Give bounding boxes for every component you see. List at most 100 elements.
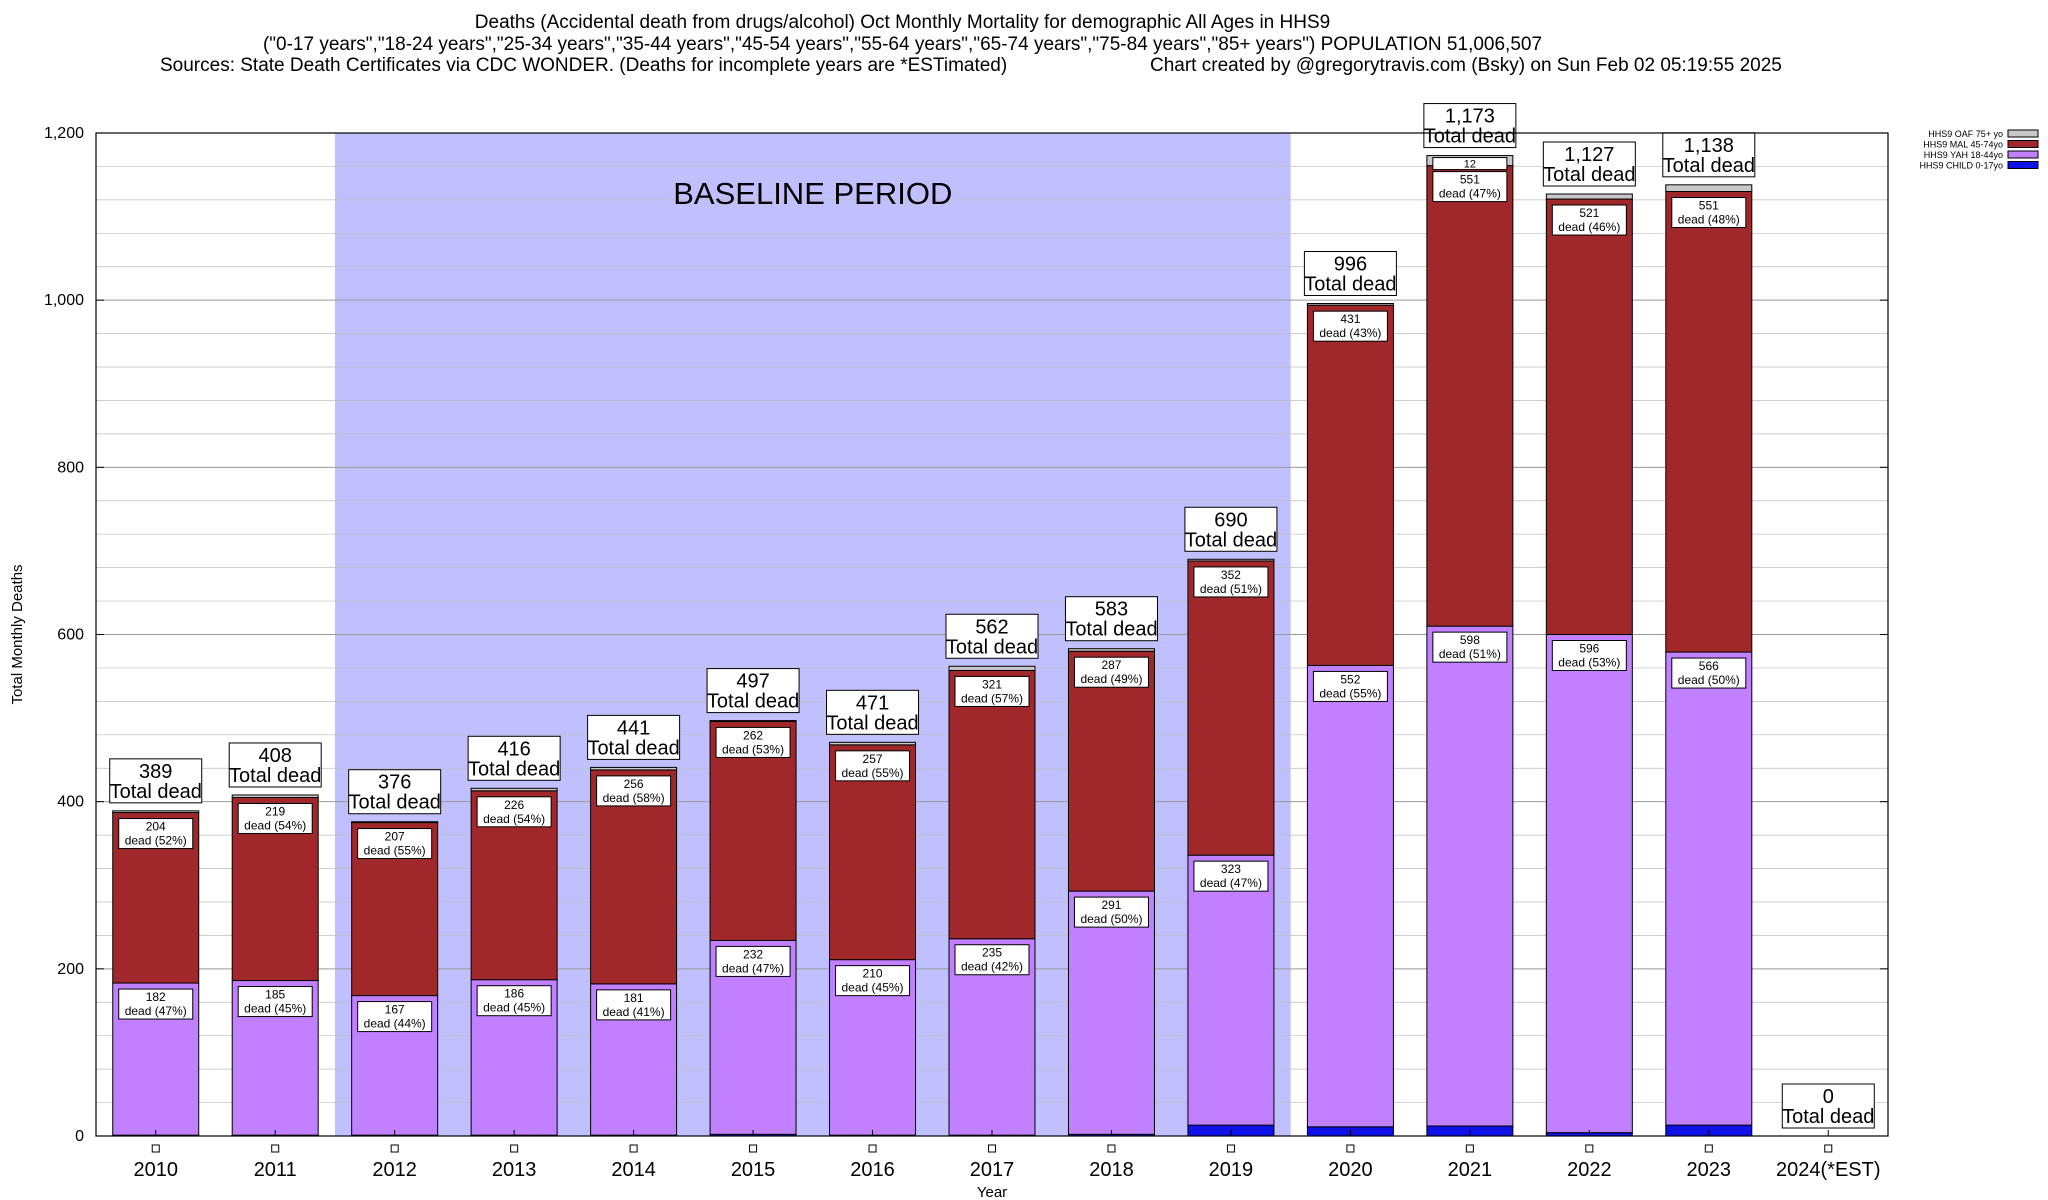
mal-label-value: 262 [743,728,763,742]
total-label-value: 1,127 [1564,144,1614,166]
total-label-box [826,689,920,735]
yah-label-value: 167 [385,1003,405,1017]
total-label-value: 497 [736,671,769,693]
total-label-box [587,714,681,760]
yah-label-box [1193,860,1269,892]
oaf-label-value: 12 [1464,159,1476,171]
x-marker [629,1144,638,1153]
total-label-suffix: Total dead [110,781,202,803]
bar-segment-mal [1665,191,1753,653]
bar-segment-oaf [1306,303,1394,306]
yah-label-box [476,985,552,1017]
bar-segment-oaf [1067,648,1155,652]
bar-segment-oaf [351,821,439,824]
x-tick-label: 2019 [1209,1159,1254,1181]
mal-label-value: 551 [1699,199,1719,213]
total-label-suffix: Total dead [1782,1106,1874,1128]
mal-label-pct: dead (48%) [1678,213,1740,227]
total-label-box [1303,251,1397,297]
bar-segment-mal [1426,165,1514,627]
mal-label-box [1312,310,1388,342]
legend-swatch [2007,129,2039,138]
x-tick-label: 2022 [1567,1159,1612,1181]
x-marker [988,1144,996,1153]
mal-label-box [596,775,672,807]
mal-label-box [237,802,313,834]
x-marker [1346,1144,1355,1153]
baseline-label: BASELINE PERIOD [673,176,952,211]
mal-label-value: 551 [1460,173,1480,187]
bar-segment-yah [1545,634,1633,1134]
yah-label-box [596,989,672,1021]
mal-label-pct: dead (54%) [483,812,545,826]
yah-label-pct: dead (41%) [603,1005,665,1019]
x-marker [1107,1144,1116,1153]
total-label-suffix: Total dead [1304,274,1396,296]
total-label-box [1423,103,1517,149]
yah-label-pct: dead (53%) [1558,656,1620,670]
x-marker [1226,1144,1235,1153]
yah-label-value: 235 [982,946,1002,960]
bar-segment-oaf [1545,193,1633,200]
total-label-box [706,668,800,714]
total-label-suffix: Total dead [1543,164,1635,186]
mal-label-pct: dead (54%) [244,818,306,832]
mal-label-pct: dead (51%) [1200,582,1262,596]
yah-label-value: 185 [265,988,285,1002]
x-tick-label: 2016 [850,1159,895,1181]
yah-label-pct: dead (50%) [1080,912,1142,926]
yah-label-pct: dead (45%) [483,1001,545,1015]
yah-label-box [715,945,791,977]
total-label-box [109,758,203,804]
bar-segment-mal [1545,198,1633,636]
total-label-suffix: Total dead [1663,155,1755,177]
y-tick-label: 0 [75,1128,84,1145]
yah-label-pct: dead (47%) [125,1004,187,1018]
total-label-box [228,742,322,788]
x-tick-label: 2013 [492,1159,537,1181]
x-tick-label: 2021 [1448,1159,1493,1181]
mal-label-pct: dead (46%) [1558,220,1620,234]
mal-label-pct: dead (52%) [125,834,187,848]
yah-label-box [1551,640,1627,671]
x-marker [1704,1144,1713,1153]
total-label-suffix: Total dead [946,636,1038,658]
bar-segment-mal [1067,650,1155,892]
y-axis-label: Total Monthly Deaths [9,564,26,704]
bar-segment-yah [1067,890,1155,1135]
bar-segment-oaf [709,720,797,722]
mal-label-value: 256 [624,777,644,791]
total-label-value: 562 [975,616,1008,638]
yah-label-box [357,1001,433,1033]
bar-segment-oaf [1187,558,1275,562]
mal-label-value: 352 [1221,568,1241,582]
mal-label-box [835,750,911,782]
total-label-value: 1,173 [1445,106,1495,128]
x-tick-label: 2012 [372,1159,417,1181]
total-label-value: 441 [617,717,650,739]
total-label-suffix: Total dead [349,792,441,814]
mal-label-value: 226 [504,798,524,812]
total-label-box [1064,596,1158,642]
total-label-box [348,769,442,815]
yah-label-pct: dead (44%) [364,1017,426,1031]
total-label-box [1662,132,1756,178]
yah-label-value: 232 [743,947,763,961]
yah-label-value: 596 [1579,642,1599,656]
total-label-box [1781,1083,1875,1129]
yah-label-value: 210 [863,967,883,981]
chart-title: Deaths (Accidental death from drugs/alco… [474,12,1331,33]
bar-segment-oaf [231,794,319,798]
yah-label-pct: dead (45%) [842,981,904,995]
mal-label-box [1551,204,1627,236]
yah-label-box [835,965,911,997]
total-label-value: 389 [139,761,172,783]
legend-swatch [2007,150,2039,159]
chart-credit: Chart created by @gregorytravis.com (Bsk… [1150,55,1782,76]
total-label-value: 1,138 [1684,135,1734,157]
bar-segment-oaf [829,741,917,746]
total-label-suffix: Total dead [1424,126,1516,148]
mal-label-value: 287 [1101,658,1121,672]
x-tick-label: 2015 [731,1159,776,1181]
total-label-value: 996 [1334,254,1367,276]
